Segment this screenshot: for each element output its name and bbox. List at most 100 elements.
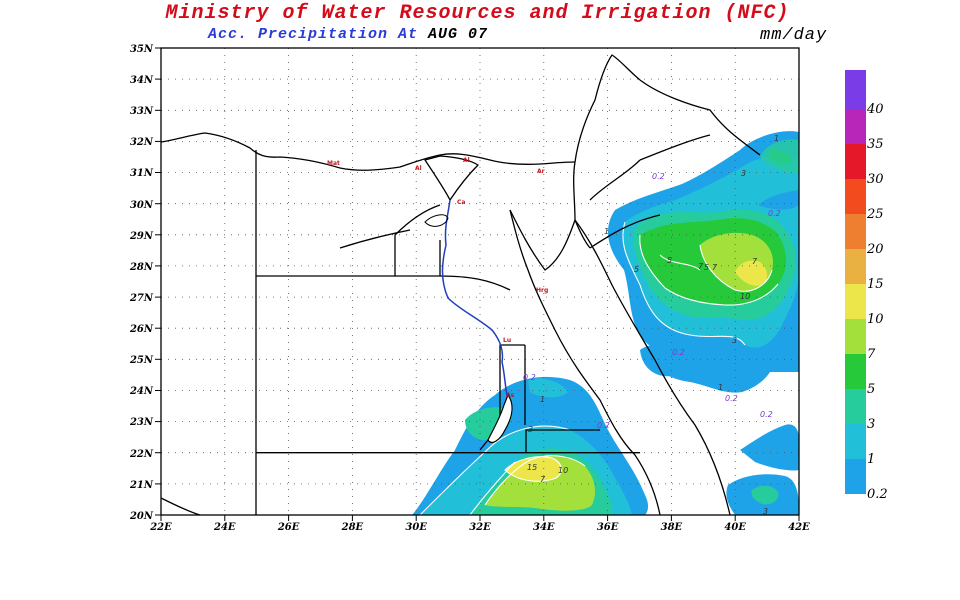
map-title-text: Ministry of Water Resources and Irrigati… xyxy=(165,2,790,25)
lon-tick: 28E xyxy=(341,522,364,533)
map-title: Ministry of Water Resources and Irrigati… xyxy=(0,2,960,25)
precip-region-east xyxy=(608,131,799,515)
tabuk-region xyxy=(589,214,661,249)
city-label: Lu xyxy=(503,337,511,344)
city-labels: Mat Al Al Ca Ar Hrg Lu As xyxy=(327,157,548,399)
lat-tick: 26N xyxy=(129,324,154,335)
lat-tick: 23N xyxy=(129,417,154,428)
lat-tick: 35N xyxy=(130,44,154,55)
axis-tick-marks xyxy=(155,47,800,521)
lat-tick: 28N xyxy=(129,262,154,273)
lake-nasser xyxy=(487,393,513,443)
red-sea-east-coast xyxy=(574,219,731,516)
contour-label: 3 xyxy=(763,507,768,516)
contour-label: 0.2 xyxy=(523,373,536,382)
colorbar-swatch xyxy=(845,109,866,144)
contour-label: 1 xyxy=(540,395,545,404)
colorbar-swatch xyxy=(845,179,866,214)
lon-tick: 32E xyxy=(469,522,491,533)
lat-tick: 24N xyxy=(129,386,154,397)
lat-tick: 20N xyxy=(129,511,154,522)
lon-tick: 38E xyxy=(661,522,683,533)
contour-label: 0.2 xyxy=(672,348,685,357)
lat-tick: 27N xyxy=(129,293,154,304)
map-subtitle: Acc. Precipitation At AUG 07 xyxy=(208,26,488,43)
colorbar-label: 15 xyxy=(867,277,884,292)
lat-tick: 31N xyxy=(130,168,154,179)
qattara-depression xyxy=(424,214,449,227)
colorbar-swatch xyxy=(845,389,866,424)
city-label: Al xyxy=(415,165,422,172)
colorbar-label: 0.2 xyxy=(867,487,888,502)
saudi-jordan xyxy=(639,79,761,156)
lon-tick: 34E xyxy=(533,522,555,533)
mediterranean-coast xyxy=(160,132,576,171)
levant-coast xyxy=(574,54,641,163)
contour-lines xyxy=(419,221,779,515)
lat-tick-labels: 20N 21N 22N 23N 24N 25N 26N 27N 28N 29N … xyxy=(129,44,154,522)
lat-tick: 33N xyxy=(130,106,154,117)
colorbar-label: 3 xyxy=(867,417,875,432)
contour-label: 0.2 xyxy=(760,410,773,419)
lon-tick: 26E xyxy=(277,522,300,533)
city-label: Mat xyxy=(327,160,340,167)
lat-tick: 25N xyxy=(129,355,154,366)
colorbar-swatch xyxy=(845,424,866,459)
coastlines-borders xyxy=(160,54,761,516)
lon-tick: 22E xyxy=(149,522,172,533)
internal-3 xyxy=(439,275,511,291)
aqaba-gulf xyxy=(574,219,591,249)
colorbar-swatch xyxy=(845,459,866,494)
saudi-north xyxy=(589,159,641,201)
colorbar-label: 35 xyxy=(867,137,884,152)
colorbar-label: 30 xyxy=(867,172,884,187)
sinai-gulf-of-suez xyxy=(509,161,576,271)
colorbar-swatch xyxy=(845,214,866,249)
contour-label: 0.2 xyxy=(768,209,781,218)
colorbar-label: 1 xyxy=(867,452,875,467)
contour-label: 1 xyxy=(604,227,609,236)
red-sea-west-coast xyxy=(509,209,661,516)
colorbar-swatch xyxy=(845,354,866,389)
colorbar-label: 20 xyxy=(866,242,884,257)
lat-tick: 32N xyxy=(130,137,154,148)
contour-label: 5 xyxy=(634,265,639,274)
lat-tick: 30N xyxy=(130,200,154,211)
halaib-box xyxy=(525,429,600,453)
nile-river xyxy=(441,199,509,401)
contour-labels: 1 3 0.2 0.2 1 5 5 7 5 7 7 10 3 0.2 1 0.2… xyxy=(523,134,781,516)
contour-label: 1 xyxy=(774,134,779,143)
lat-tick: 21N xyxy=(129,480,154,491)
contour-label: 1 xyxy=(718,383,723,392)
lon-tick-labels: 22E 24E 26E 28E 30E 32E 34E 36E 38E 40E … xyxy=(149,522,810,533)
colorbar-swatch xyxy=(845,284,866,319)
colorbar-swatch xyxy=(845,249,866,284)
city-label: Ar xyxy=(537,168,545,175)
contour-label: 10 xyxy=(740,292,750,301)
lat-tick: 29N xyxy=(129,231,154,242)
precip-region-south xyxy=(412,376,649,515)
precip-fields xyxy=(412,131,799,515)
contour-label: 7 xyxy=(752,257,758,266)
lon-tick: 40E xyxy=(724,522,746,533)
colorbar-swatch xyxy=(845,144,866,179)
colorbar-swatch xyxy=(845,70,866,109)
contour-label: 3 xyxy=(528,425,533,434)
lat-tick: 22N xyxy=(129,449,154,460)
colorbar-label: 10 xyxy=(867,312,884,327)
contour-label: 7 xyxy=(698,262,704,271)
contour-label: 7 xyxy=(540,475,546,484)
contour-label: 0.2 xyxy=(597,421,610,430)
subtitle-date: AUG 07 xyxy=(428,26,489,43)
contour-label: 5 xyxy=(704,263,709,272)
city-label: Ca xyxy=(457,199,465,206)
colorbar-label: 7 xyxy=(867,347,876,362)
lat-tick: 34N xyxy=(130,75,154,86)
city-label: Al xyxy=(463,157,470,164)
lon-tick: 42E xyxy=(788,522,810,533)
libya-south xyxy=(160,497,201,516)
contour-label: 5 xyxy=(667,256,672,265)
colorbar: 0.2 1 3 5 7 10 15 20 25 30 35 40 xyxy=(845,70,888,502)
colorbar-label: 25 xyxy=(866,207,884,222)
